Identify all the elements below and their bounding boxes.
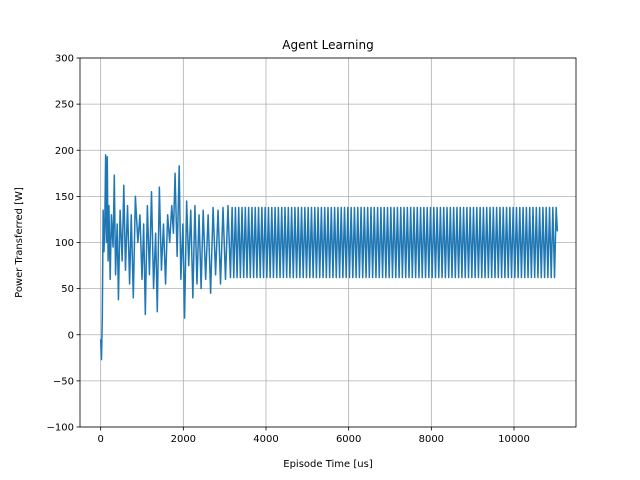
y-tick-label: 0 <box>68 330 74 341</box>
chart-title: Agent Learning <box>282 38 373 52</box>
y-tick-label: 150 <box>55 192 74 203</box>
series-0-line <box>99 154 559 361</box>
x-tick-label: 0 <box>97 434 103 445</box>
x-axis-label: Episode Time [us] <box>283 459 373 470</box>
y-axis-ticks: −100 −50 0 50 100 150 200 250 300 <box>47 54 80 434</box>
y-tick-label: 300 <box>55 54 74 65</box>
x-tick-label: 10000 <box>498 434 530 445</box>
y-tick-label: 100 <box>55 238 74 249</box>
y-tick-label: 200 <box>55 146 74 157</box>
x-axis-ticks: 0 2000 4000 6000 8000 10000 <box>97 427 530 445</box>
y-axis-label: Power Transferred [W] <box>14 187 25 298</box>
y-tick-label: 50 <box>61 284 74 295</box>
x-tick-label: 6000 <box>336 434 361 445</box>
y-tick-label: −50 <box>53 376 74 387</box>
x-tick-label: 4000 <box>253 434 278 445</box>
x-tick-label: 2000 <box>171 434 196 445</box>
series-layer <box>99 154 559 361</box>
x-tick-label: 8000 <box>419 434 444 445</box>
grid <box>80 57 576 428</box>
y-tick-label: −100 <box>47 423 74 434</box>
y-tick-label: 250 <box>55 100 74 111</box>
